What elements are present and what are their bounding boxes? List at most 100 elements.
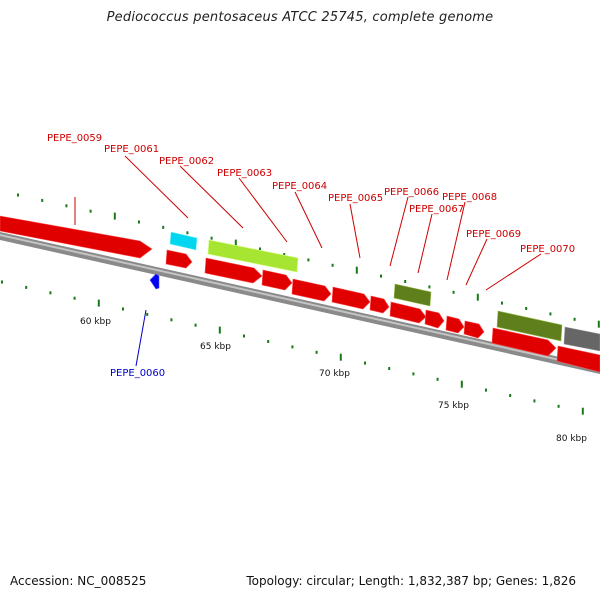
scale-tick xyxy=(436,377,439,381)
forward-strand-genes xyxy=(0,215,600,352)
scale-tick xyxy=(186,231,189,235)
gene-callout-lines xyxy=(74,155,542,367)
gene-arrow[interactable] xyxy=(261,269,293,291)
scale-tick xyxy=(315,350,318,354)
scale-tick xyxy=(380,274,382,278)
gene-label[interactable]: PEPE_0066 xyxy=(384,187,439,198)
red-gene-arrows xyxy=(165,249,600,373)
gene-arrow[interactable] xyxy=(369,295,390,314)
scale-tick xyxy=(49,291,52,295)
callout-line xyxy=(485,253,542,291)
gene-labels: PEPE_0059PEPE_0060PEPE_0061PEPE_0062PEPE… xyxy=(47,133,575,379)
scale-tick xyxy=(525,307,528,310)
scale-tick xyxy=(25,285,28,289)
gene-label[interactable]: PEPE_0065 xyxy=(328,193,383,204)
scale-tick xyxy=(501,301,503,305)
callout-line xyxy=(349,203,361,259)
scale-tick xyxy=(122,307,124,311)
scale-tick xyxy=(339,353,342,361)
scale-tick xyxy=(460,380,463,388)
gene-label[interactable]: PEPE_0063 xyxy=(217,168,272,179)
gene-box[interactable] xyxy=(169,231,198,251)
gene-label[interactable]: PEPE_0067 xyxy=(409,204,464,215)
scale-tick xyxy=(573,317,576,321)
scale-tick xyxy=(509,394,512,397)
scale-tick xyxy=(113,212,116,220)
scale-tick xyxy=(97,299,100,307)
gene-arrow[interactable] xyxy=(389,301,427,324)
map-title: Pediococcus pentosaceus ATCC 25745, comp… xyxy=(106,10,494,25)
scale-tick xyxy=(170,318,173,322)
scale-tick xyxy=(65,204,68,208)
scale-tick xyxy=(476,293,479,301)
scale-tick xyxy=(581,407,584,415)
scale-tick xyxy=(452,290,455,294)
callout-line xyxy=(124,155,189,219)
scale-label: 65 kbp xyxy=(200,342,231,352)
gene-arrow[interactable] xyxy=(291,278,332,302)
gene-label[interactable]: PEPE_0070 xyxy=(520,244,575,255)
scale-tick xyxy=(485,388,487,392)
gene-arrow[interactable] xyxy=(0,215,153,259)
callout-line xyxy=(446,201,466,281)
gene-label[interactable]: PEPE_0060 xyxy=(110,368,165,379)
gene-arrow-reverse[interactable] xyxy=(149,273,160,290)
scale-label: 60 kbp xyxy=(80,317,111,327)
gene-label[interactable]: PEPE_0059 xyxy=(47,133,102,144)
callout-line xyxy=(135,309,147,367)
scale-tick xyxy=(259,247,261,251)
gene-label[interactable]: PEPE_0068 xyxy=(442,192,497,203)
scale-tick xyxy=(243,334,245,338)
scale-tick xyxy=(404,280,407,283)
gene-arrow[interactable] xyxy=(463,320,485,339)
scale-tick xyxy=(291,345,294,349)
scale-tick xyxy=(355,266,358,274)
gene-arrow[interactable] xyxy=(491,327,557,357)
scale-tick xyxy=(364,361,366,365)
gene-arrow[interactable] xyxy=(204,257,263,284)
callout-line xyxy=(389,196,409,267)
gene-arrow[interactable] xyxy=(424,309,445,329)
scale-tick xyxy=(331,263,334,267)
gene-arrow[interactable] xyxy=(165,249,193,269)
gene-arrow[interactable] xyxy=(445,315,465,334)
gene-label[interactable]: PEPE_0069 xyxy=(466,229,521,240)
scale-tick xyxy=(307,258,310,262)
scale-tick xyxy=(146,312,149,316)
scale-tick xyxy=(388,367,391,370)
scale-label: 75 kbp xyxy=(438,401,469,411)
scale-label: 80 kbp xyxy=(556,434,587,444)
upper-tick-row xyxy=(17,193,600,328)
callout-line xyxy=(294,191,323,249)
gene-box[interactable] xyxy=(207,239,299,273)
scale-tick xyxy=(283,253,286,256)
gene-label[interactable]: PEPE_0064 xyxy=(272,181,327,192)
scale-tick xyxy=(267,340,270,343)
lower-tick-row xyxy=(1,280,584,415)
scale-tick xyxy=(162,225,165,229)
gene-arrow[interactable] xyxy=(331,286,371,310)
scale-tick xyxy=(1,280,3,284)
gene-box[interactable] xyxy=(563,326,600,352)
scale-tick xyxy=(138,220,140,224)
scale-tick xyxy=(597,320,600,328)
accession-label: Accession: NC_008525 xyxy=(10,574,147,588)
gene-box[interactable] xyxy=(496,310,563,342)
genome-backbone xyxy=(0,232,600,374)
scale-tick xyxy=(549,312,552,316)
scale-tick xyxy=(234,239,237,247)
callout-line xyxy=(417,213,433,274)
scale-tick xyxy=(533,399,536,403)
scale-tick xyxy=(41,198,44,202)
gene-label[interactable]: PEPE_0061 xyxy=(104,144,159,155)
callout-line xyxy=(179,165,244,229)
callout-line xyxy=(238,177,288,243)
scale-labels: 60 kbp 65 kbp 70 kbp 75 kbp 80 kbp xyxy=(80,317,587,444)
gene-arrow[interactable] xyxy=(556,345,600,373)
gene-box[interactable] xyxy=(393,283,432,307)
genome-summary: Topology: circular; Length: 1,832,387 bp… xyxy=(246,574,576,588)
scale-label: 70 kbp xyxy=(319,369,350,379)
scale-tick xyxy=(210,236,213,240)
gene-label[interactable]: PEPE_0062 xyxy=(159,156,214,167)
